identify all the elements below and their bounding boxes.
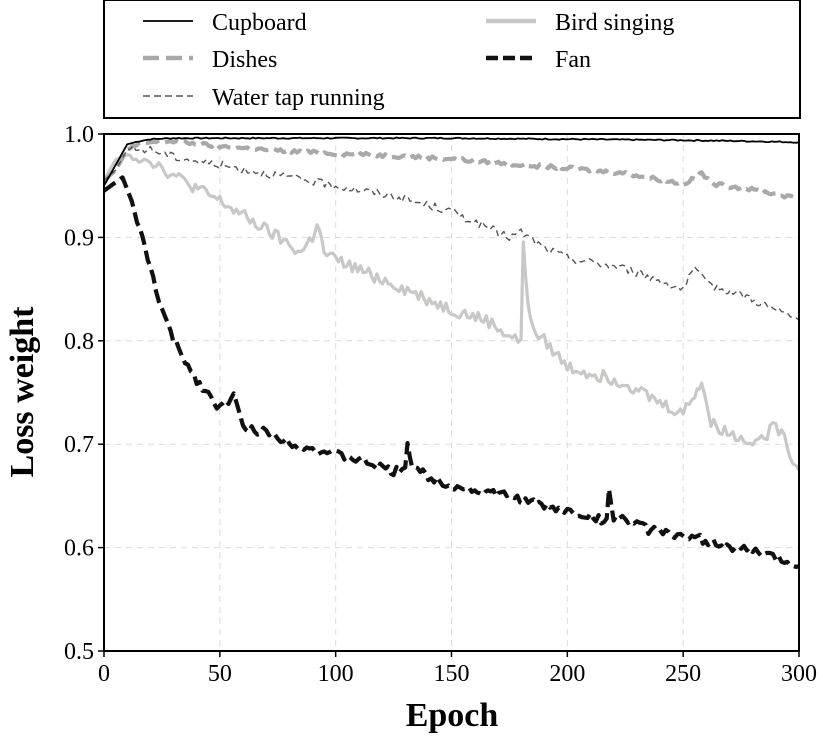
x-tick-label: 200 [549,661,585,687]
x-tick-label: 150 [434,661,470,687]
legend-label-bird-singing: Bird singing [555,10,674,36]
series-layer [102,136,801,570]
y-axis-title: Loss weight [4,306,41,478]
y-tick-label: 0.7 [64,432,94,458]
y-tick-label: 0.9 [64,225,94,251]
y-tick-label: 1.0 [64,122,94,148]
y-tick-label: 0.6 [64,536,94,562]
x-tick-label: 100 [318,661,354,687]
legend-label-fan: Fan [555,47,591,73]
legend-label-water-tap: Water tap running [212,85,385,111]
series-line-water-tap-running [103,144,800,321]
series-line-dishes [102,138,800,202]
legend-label-cupboard: Cupboard [212,10,307,36]
x-tick-label: 300 [781,661,817,687]
legend-box [103,0,801,119]
x-tick-label: 0 [98,661,110,687]
legend-label-dishes: Dishes [212,47,277,73]
y-tick-label: 0.5 [64,639,94,665]
x-tick-label: 250 [665,661,701,687]
x-tick-label: 50 [208,661,232,687]
ticks: 0 50 100 150 200 250 300 0.5 0.6 0.7 0.8 0.9 1.0 [64,122,817,687]
series-line-bird-singing [102,153,801,471]
series-line-fan [102,175,800,570]
grid [104,134,799,651]
y-tick-label: 0.8 [64,329,94,355]
x-axis-title: Epoch [406,697,499,734]
legend: Cupboard Dishes Water tap running Bird s… [103,0,801,119]
series-line-cupboard [103,136,800,187]
